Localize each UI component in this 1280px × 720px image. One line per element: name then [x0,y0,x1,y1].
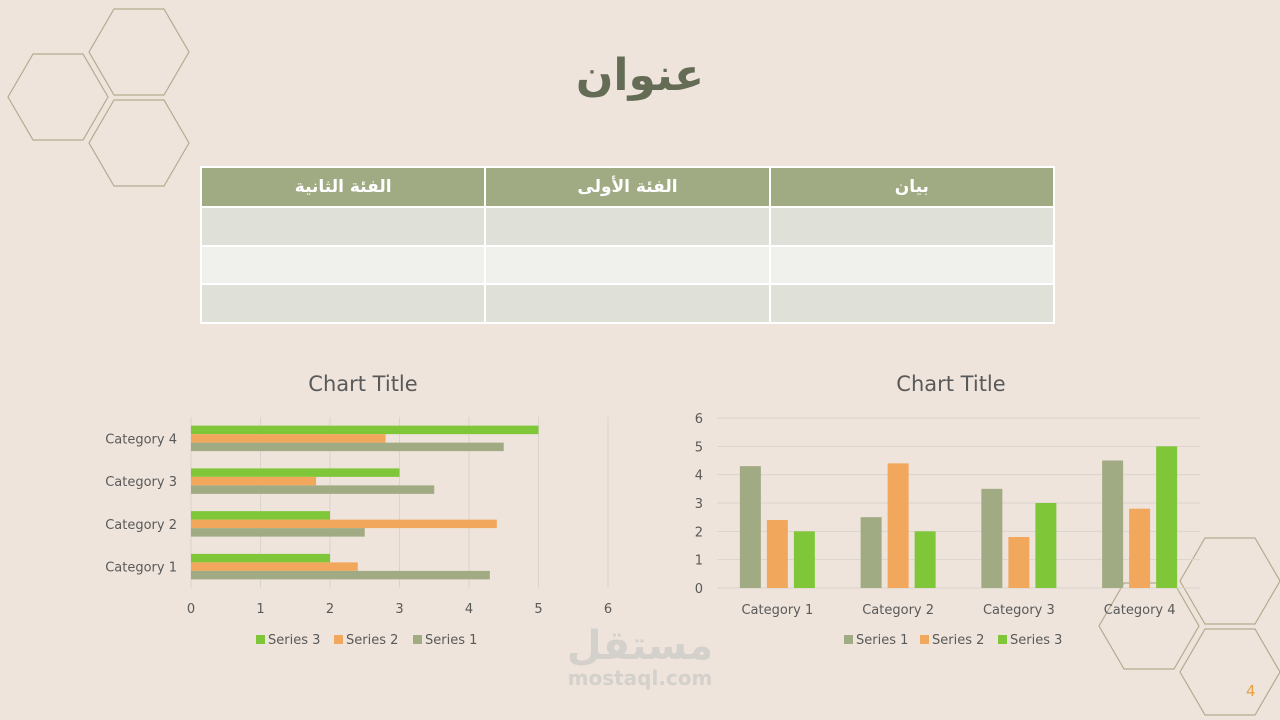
category-label: Category 4 [1104,603,1176,618]
bar [1035,503,1057,588]
table-header-row: بيان الفئة الأولى الفئة الثانية [199,166,1056,208]
bar [793,531,815,588]
legend-swatch [844,635,853,644]
bar [191,425,539,435]
legend-swatch [998,635,1007,644]
table-cell [199,244,487,286]
hexagon-top-2 [7,53,109,141]
watermark-latin: mostaql.com [567,666,713,690]
y-tick-label: 5 [695,440,703,455]
x-tick-label: 0 [187,602,195,617]
data-table: بيان الفئة الأولى الفئة الثانية [199,166,1056,324]
slide-title: عنوان [575,50,705,101]
legend-swatch [413,635,422,644]
bar [860,517,882,588]
table-cell [768,206,1056,247]
category-label: Category 2 [862,603,934,618]
x-tick-label: 3 [395,602,403,617]
legend-label: Series 2 [346,633,398,648]
table-header-cell: الفئة الأولى [484,166,771,208]
legend-label: Series 1 [856,633,908,648]
y-tick-label: 3 [695,497,703,512]
table-cell [768,283,1056,324]
left-chart-title: Chart Title [308,372,418,396]
table-row [199,283,1056,324]
bar [191,528,365,537]
bar [981,488,1003,588]
bar [191,570,490,580]
x-tick-label: 1 [256,602,264,617]
category-label: Category 1 [105,561,177,576]
legend-label: Series 3 [1010,633,1062,648]
table-cell [768,244,1056,286]
bar [191,442,504,452]
x-tick-label: 4 [465,602,473,617]
watermark-arabic: مستقل [566,623,714,669]
legend-label: Series 3 [268,633,320,648]
bar [1008,537,1030,588]
legend-swatch [334,635,343,644]
bar [191,511,330,520]
table-row [199,206,1056,247]
table-cell [199,283,487,324]
bar [887,463,909,588]
legend-label: Series 2 [932,633,984,648]
table-header-cell: بيان [768,166,1056,208]
bar [191,468,400,477]
category-label: Category 1 [741,603,813,618]
legend-label: Series 1 [425,633,477,648]
bar [191,476,317,486]
bar [914,531,936,588]
hexagon-top-1 [88,8,190,96]
x-tick-label: 6 [604,602,612,617]
category-label: Category 2 [105,518,177,533]
bar [191,485,435,494]
category-label: Category 4 [105,432,177,447]
category-label: Category 3 [983,603,1055,618]
y-tick-label: 0 [695,582,703,597]
bar [1156,446,1178,588]
hexagon-bottom-3 [1179,628,1280,716]
bar [1102,460,1124,588]
hexagon-top-3 [88,99,190,187]
legend-swatch [920,635,929,644]
table-cell [484,283,771,324]
y-tick-label: 6 [695,412,703,427]
table-header-cell: الفئة الثانية [199,166,487,208]
table-cell [484,206,771,247]
bar [191,434,386,443]
category-label: Category 3 [105,475,177,490]
table-cell [484,244,771,286]
x-tick-label: 5 [534,602,542,617]
bar [191,519,497,529]
table-row [199,244,1056,286]
bar [191,553,330,563]
hexagon-bottom-1 [1179,537,1280,625]
right-chart-title: Chart Title [896,372,1006,396]
y-tick-label: 2 [695,525,703,540]
legend-swatch [256,635,265,644]
bar [1129,508,1151,588]
y-tick-label: 1 [695,554,703,569]
page-number: 4 [1246,682,1256,700]
y-tick-label: 4 [695,469,703,484]
watermark-logo: مستقل mostaql.com [540,626,740,690]
x-tick-label: 2 [326,602,334,617]
bar [766,520,788,588]
bar [191,562,358,571]
bar [739,466,761,588]
table-cell [199,206,487,247]
